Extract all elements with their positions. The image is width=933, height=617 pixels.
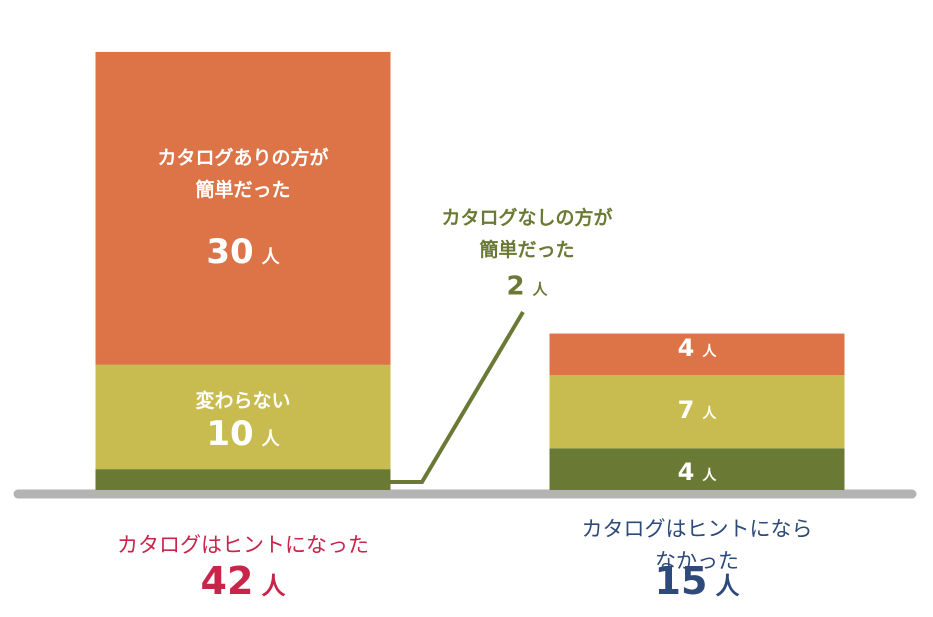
value-unit: 人 bbox=[261, 572, 286, 600]
value-unit: 人 bbox=[715, 572, 740, 600]
value-unit: 人 bbox=[261, 247, 280, 268]
value-label: 10 人 bbox=[206, 414, 280, 456]
leader-line bbox=[390, 310, 525, 484]
value-number: 2 bbox=[506, 271, 525, 302]
value-number: 4 bbox=[677, 458, 695, 486]
bar-segment bbox=[95, 51, 391, 365]
value-unit: 人 bbox=[702, 344, 717, 360]
value-unit: 人 bbox=[532, 280, 548, 299]
value-label: 30 人 bbox=[206, 232, 280, 274]
category-label: カタログはヒントにならなかった bbox=[579, 513, 815, 577]
value-number: 4 bbox=[677, 334, 695, 362]
category-text: カタログはヒントにならなかった bbox=[581, 517, 813, 573]
series-label: カタログありの方が 簡単だった bbox=[157, 142, 328, 206]
value-unit: 人 bbox=[702, 468, 717, 484]
category-label: カタログはヒントになった bbox=[117, 529, 369, 561]
value-number: 30 bbox=[206, 232, 254, 272]
value-unit: 人 bbox=[702, 406, 717, 422]
value-number: 42 bbox=[200, 559, 254, 603]
value-number: 10 bbox=[206, 414, 254, 454]
bar-segment bbox=[95, 364, 391, 470]
value-unit: 人 bbox=[261, 429, 280, 450]
series-name: カタログありの方が 簡単だった bbox=[157, 147, 329, 201]
bar-segment bbox=[549, 333, 845, 376]
series-name: カタログなしの方が 簡単だった bbox=[441, 207, 613, 261]
series-label: カタログなしの方が 簡単だった bbox=[441, 202, 612, 266]
value-label: 42 人 bbox=[200, 559, 286, 605]
category-text: カタログはヒントになった bbox=[117, 533, 369, 557]
value-number: 7 bbox=[677, 396, 695, 424]
value-label: 15 人 bbox=[654, 559, 740, 605]
series-name: 変わらない bbox=[195, 390, 291, 412]
series-label: 変わらない bbox=[195, 385, 290, 417]
bar-segment bbox=[549, 448, 845, 490]
value-number: 15 bbox=[654, 559, 708, 603]
bar-segment bbox=[95, 469, 391, 490]
bar-segment bbox=[549, 375, 845, 449]
